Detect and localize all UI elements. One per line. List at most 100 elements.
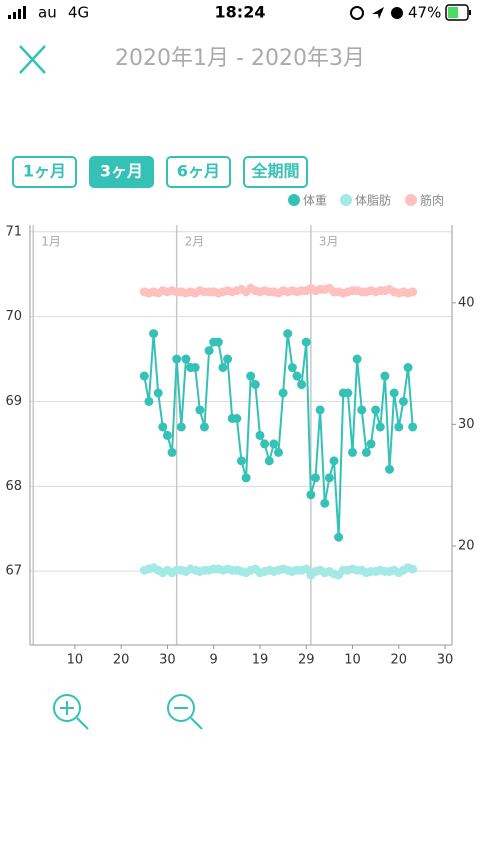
data-point xyxy=(398,396,408,406)
battery-percent: 47% xyxy=(408,4,441,22)
data-point xyxy=(278,388,288,398)
y2-tick-label: 40 xyxy=(458,295,475,310)
x-tick-label: 9 xyxy=(210,653,218,668)
data-point xyxy=(324,473,334,483)
button-frame xyxy=(89,156,154,188)
x-tick-label: 29 xyxy=(298,653,315,668)
data-point xyxy=(199,422,209,432)
zoom-in-button[interactable] xyxy=(53,694,89,730)
data-point xyxy=(310,473,320,483)
data-point xyxy=(343,388,353,398)
data-point xyxy=(301,564,311,574)
data-point xyxy=(204,346,214,356)
period-buttons: 1ヶ月 3ヶ月 6ヶ月 全期間 xyxy=(12,156,308,188)
x-tick-label: 19 xyxy=(252,653,269,668)
period-button[interactable]: 全期間 xyxy=(243,156,308,188)
data-point xyxy=(153,388,163,398)
clock: 18:24 xyxy=(215,3,266,22)
data-point xyxy=(315,405,325,415)
data-point xyxy=(334,532,344,542)
month-label: 2月 xyxy=(185,235,205,249)
data-point xyxy=(361,447,371,457)
legend-label: 筋肉 xyxy=(420,193,444,208)
button-frame xyxy=(166,156,231,188)
y-tick-label: 70 xyxy=(5,309,22,324)
month-label: 3月 xyxy=(319,235,339,249)
status-bar: au 4G 18:24 47% xyxy=(8,3,471,22)
month-label: 1月 xyxy=(41,235,61,249)
zoom-in-icon xyxy=(53,694,81,722)
data-point xyxy=(394,422,404,432)
data-point xyxy=(223,354,233,364)
close-button[interactable] xyxy=(19,45,46,74)
x-tick-label: 30 xyxy=(437,653,454,668)
data-point xyxy=(292,371,302,381)
y2-tick-label: 20 xyxy=(458,538,475,553)
data-point xyxy=(213,337,223,347)
x-tick-label: 10 xyxy=(344,653,361,668)
alarm-icon xyxy=(391,7,403,19)
data-point xyxy=(181,354,191,364)
header-title: 2020年1月 - 2020年3月 xyxy=(115,46,365,71)
data-point xyxy=(255,430,265,440)
legend-swatch xyxy=(288,194,300,206)
carrier: au xyxy=(38,4,57,22)
data-point xyxy=(329,456,339,466)
data-point xyxy=(260,439,270,449)
legend: 筋肉 体脂肪 体重 xyxy=(288,193,444,208)
network: 4G xyxy=(68,4,89,22)
data-point xyxy=(389,388,399,398)
data-point xyxy=(264,456,274,466)
x-tick-label: 30 xyxy=(159,653,176,668)
data-point xyxy=(167,447,177,457)
zoom-in-icon xyxy=(76,717,89,730)
close-icon xyxy=(19,45,46,74)
data-point xyxy=(403,363,413,373)
data-point xyxy=(352,354,362,364)
lock-icon xyxy=(350,6,364,20)
data-point xyxy=(236,456,246,466)
data-point xyxy=(320,498,330,508)
data-point xyxy=(149,329,159,339)
signal-icon xyxy=(23,6,26,19)
zoom-out-icon xyxy=(167,694,195,722)
data-point xyxy=(176,422,186,432)
data-point xyxy=(162,430,172,440)
zoom-out-button[interactable] xyxy=(167,694,203,730)
data-point xyxy=(385,464,395,474)
x-tick-label: 20 xyxy=(113,653,130,668)
legend-label: 体重 xyxy=(303,194,327,208)
button-frame xyxy=(243,156,308,188)
data-point xyxy=(380,371,390,381)
y-tick-label: 71 xyxy=(5,224,22,239)
legend-swatch xyxy=(340,194,352,206)
period-button[interactable]: 1ヶ月 xyxy=(12,156,77,188)
data-point xyxy=(250,380,260,390)
period-button[interactable]: 3ヶ月 xyxy=(89,156,154,188)
x-tick-label: 10 xyxy=(67,653,84,668)
signal-icon xyxy=(8,15,11,19)
data-point xyxy=(172,354,182,364)
button-frame xyxy=(12,156,77,188)
zoom-out-icon xyxy=(190,717,203,730)
y-tick-label: 68 xyxy=(5,479,22,494)
period-button[interactable]: 6ヶ月 xyxy=(166,156,231,188)
button-label: 6ヶ月 xyxy=(177,162,220,181)
legend-label: 体脂肪 xyxy=(355,193,391,208)
data-point xyxy=(158,422,168,432)
button-label: 全期間 xyxy=(250,162,299,181)
data-point xyxy=(283,329,293,339)
data-point xyxy=(408,422,418,432)
location-icon xyxy=(372,7,384,19)
data-point xyxy=(139,371,149,381)
signal-icon xyxy=(18,9,21,19)
y-tick-label: 67 xyxy=(5,564,22,579)
battery-tip xyxy=(469,10,471,15)
data-point xyxy=(301,337,311,347)
data-point xyxy=(246,371,256,381)
data-point xyxy=(241,473,251,483)
data-point xyxy=(190,363,200,373)
data-point xyxy=(287,363,297,373)
